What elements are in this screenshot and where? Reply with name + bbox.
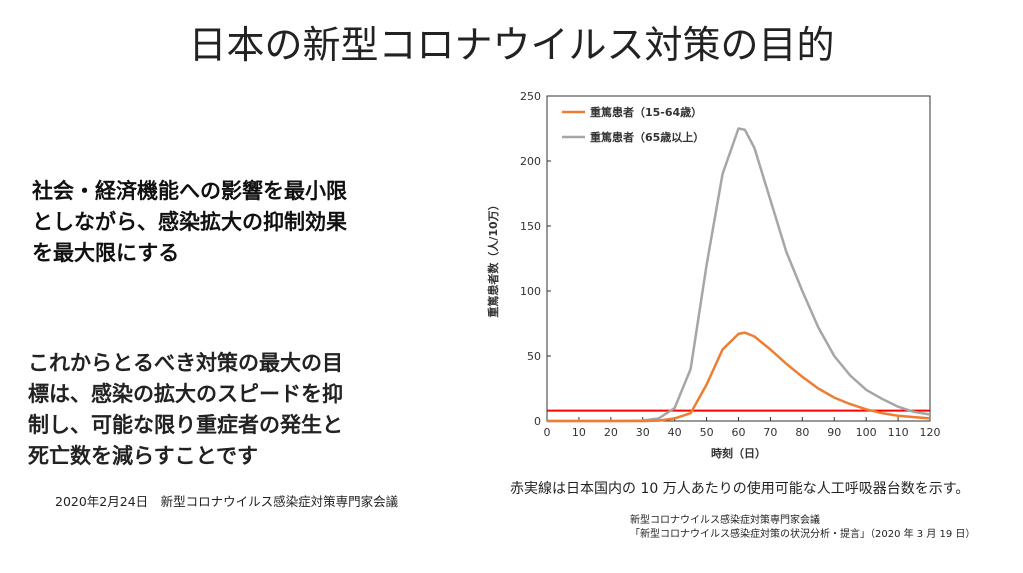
x-tick-label: 110 xyxy=(888,426,909,439)
y-tick-label: 200 xyxy=(520,155,541,168)
goal-line: 死亡数を減らすことです xyxy=(28,444,258,468)
x-tick-label: 60 xyxy=(732,426,746,439)
slide-title: 日本の新型コロナウイルス対策の目的 xyxy=(188,23,835,67)
x-tick-label: 30 xyxy=(636,426,650,439)
x-tick-label: 0 xyxy=(544,426,551,439)
lead-line: を最大限にする xyxy=(32,241,180,265)
x-tick-label: 40 xyxy=(668,426,682,439)
y-axis-label: 重篤患者数（人/10万） xyxy=(486,199,500,317)
plot-frame xyxy=(546,95,931,422)
source-line: 新型コロナウイルス感染症対策専門家会議 xyxy=(630,515,820,526)
goal-line: これからとるべき対策の最大の目 xyxy=(28,351,343,375)
y-tick-label: 150 xyxy=(520,220,541,233)
series-line xyxy=(547,127,931,423)
goal-line: 標は、感染の拡大のスピードを抑 xyxy=(28,382,343,406)
y-tick-label: 100 xyxy=(520,285,541,298)
y-tick-label: 50 xyxy=(527,350,541,363)
lead-text: 社会・経済機能への影響を最小限 としながら、感染拡大の抑制効果 を最大限にする xyxy=(32,176,347,269)
x-axis-label: 時刻（日） xyxy=(711,446,766,460)
source-line: 「新型コロナウイルス感染症対策の状況分析・提言」（2020 年 3 月 19 日… xyxy=(630,529,976,540)
chart-note: 赤実線は日本国内の 10 万人あたりの使用可能な人工呼吸器台数を示す。 xyxy=(510,481,970,497)
x-tick-label: 120 xyxy=(920,426,941,439)
x-tick-label: 90 xyxy=(827,426,841,439)
x-tick-label: 100 xyxy=(856,426,877,439)
y-tick-label: 250 xyxy=(520,90,541,103)
legend-label: 重篤患者（15-64歳） xyxy=(590,105,702,119)
x-tick-label: 50 xyxy=(700,426,714,439)
lead-line: 社会・経済機能への影響を最小限 xyxy=(32,179,347,203)
source: 新型コロナウイルス感染症対策専門家会議 「新型コロナウイルス感染症対策の状況分析… xyxy=(630,514,975,542)
citation-left: 2020年2月24日 新型コロナウイルス感染症対策専門家会議 xyxy=(55,494,399,509)
y-tick-label: 0 xyxy=(534,415,541,428)
lead-line: としながら、感染拡大の抑制効果 xyxy=(32,210,347,234)
series-line xyxy=(547,331,931,423)
x-tick-label: 80 xyxy=(795,426,809,439)
goal-line: 制し、可能な限り重症者の発生と xyxy=(28,413,343,437)
x-tick-label: 20 xyxy=(604,426,618,439)
x-tick-label: 10 xyxy=(572,426,586,439)
x-tick-label: 70 xyxy=(763,426,777,439)
legend-label: 重篤患者（65歳以上） xyxy=(590,130,704,144)
goal-text: これからとるべき対策の最大の目 標は、感染の拡大のスピードを抑 制し、可能な限り… xyxy=(28,348,343,472)
